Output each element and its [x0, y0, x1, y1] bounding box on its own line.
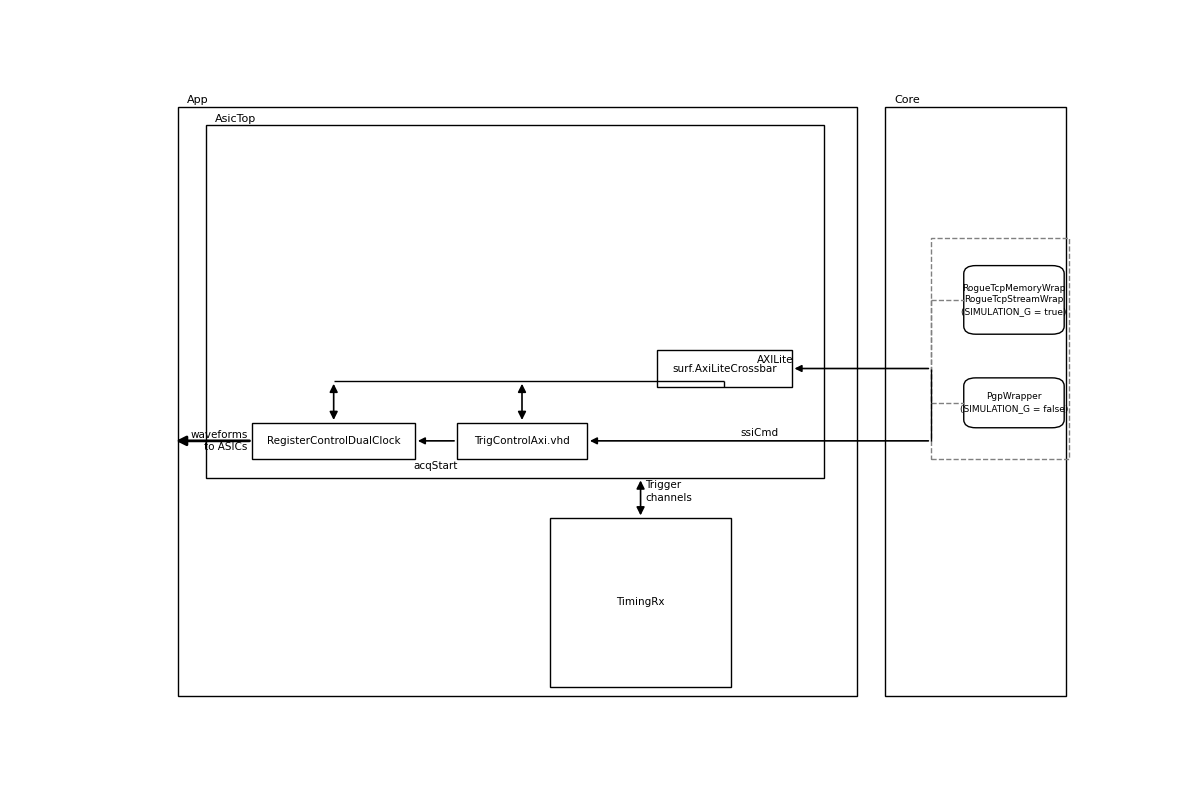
Bar [550, 518, 731, 687]
Text: surf.AxiLiteCrossbar: surf.AxiLiteCrossbar [672, 364, 776, 373]
FancyBboxPatch shape [964, 378, 1064, 428]
Text: ssiCmd: ssiCmd [740, 428, 779, 438]
Bar [884, 107, 1066, 696]
FancyBboxPatch shape [964, 266, 1064, 335]
Text: AsicTop: AsicTop [215, 114, 257, 124]
Text: Trigger
channels: Trigger channels [646, 480, 692, 503]
Text: App: App [187, 96, 209, 105]
Bar [656, 350, 792, 387]
Bar [457, 423, 587, 459]
Text: TrigControlAxi.vhd: TrigControlAxi.vhd [474, 436, 570, 446]
Text: acqStart: acqStart [414, 461, 458, 471]
Text: TimingRx: TimingRx [617, 598, 665, 608]
Text: Core: Core [894, 96, 919, 105]
Bar [252, 423, 415, 459]
Bar [178, 107, 857, 696]
Text: AXILite: AXILite [757, 356, 793, 365]
Bar [206, 126, 824, 478]
Text: RegisterControlDualClock: RegisterControlDualClock [266, 436, 401, 446]
Text: RogueTcpMemoryWrap
RogueTcpStreamWrap
(SIMULATION_G = true): RogueTcpMemoryWrap RogueTcpStreamWrap (S… [961, 284, 1067, 316]
Text: PgpWrapper
(SIMULATION_G = false): PgpWrapper (SIMULATION_G = false) [960, 392, 1068, 413]
Bar [931, 237, 1069, 459]
Text: waveforms
to ASICs: waveforms to ASICs [191, 429, 247, 452]
